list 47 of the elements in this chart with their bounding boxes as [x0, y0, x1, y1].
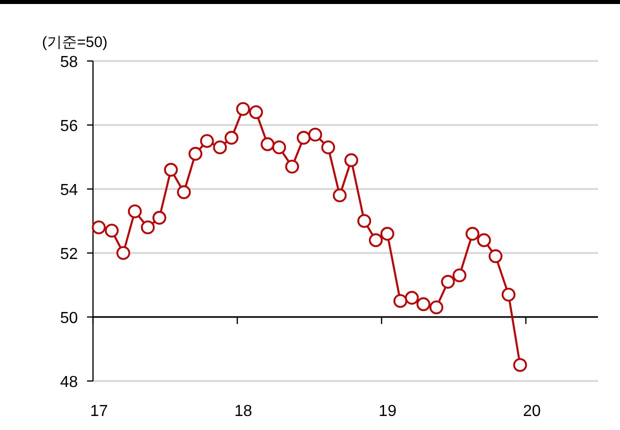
x-tick-label: 18 — [234, 403, 252, 420]
point — [92, 220, 106, 234]
point — [236, 102, 250, 116]
point — [452, 268, 466, 282]
point — [140, 220, 155, 234]
point — [488, 249, 502, 264]
point — [152, 210, 166, 225]
y-tick-label: 48 — [60, 374, 78, 391]
point — [116, 246, 130, 260]
y-tick-label: 52 — [60, 246, 78, 263]
point — [224, 130, 238, 145]
point — [177, 185, 191, 200]
y-tick-label: 56 — [60, 118, 78, 135]
point — [380, 226, 394, 241]
point — [441, 274, 455, 289]
point — [404, 290, 419, 305]
point — [296, 130, 311, 145]
point — [104, 224, 119, 238]
y-tick-label: 50 — [60, 310, 78, 327]
point — [188, 146, 202, 161]
x-tick-label: 19 — [378, 403, 397, 420]
point — [249, 105, 263, 120]
x-tick-label: 20 — [522, 403, 541, 420]
point — [502, 288, 516, 302]
point — [332, 188, 347, 202]
point — [344, 153, 358, 168]
x-tick-label: 17 — [90, 403, 108, 420]
point — [466, 226, 480, 241]
point — [368, 233, 383, 248]
point — [321, 140, 336, 154]
point — [416, 297, 430, 312]
point — [430, 300, 444, 314]
y-tick-label: 54 — [60, 182, 78, 199]
point — [477, 233, 491, 248]
point — [393, 294, 408, 308]
point — [213, 140, 227, 154]
y-tick-label: 58 — [60, 54, 78, 71]
point — [260, 137, 274, 152]
point — [128, 204, 142, 218]
point — [308, 128, 322, 142]
y-axis-title: (기준=50) — [42, 34, 108, 51]
point — [513, 358, 527, 372]
point — [272, 140, 286, 154]
point — [164, 162, 178, 177]
point — [200, 134, 214, 148]
point — [285, 160, 300, 174]
point — [357, 214, 372, 228]
